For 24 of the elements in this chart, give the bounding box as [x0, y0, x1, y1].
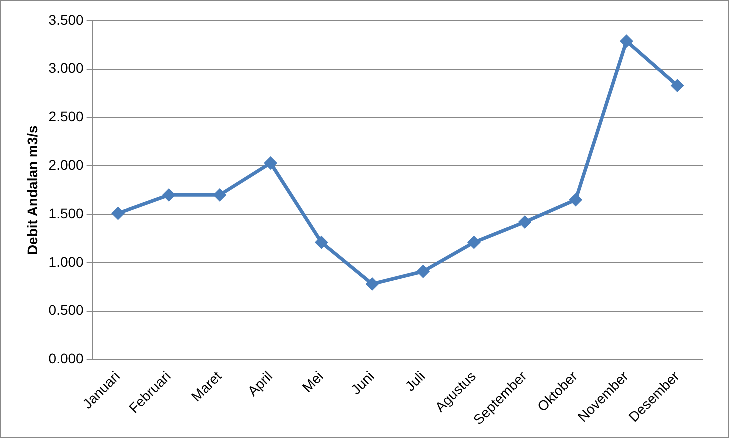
- point: [264, 156, 278, 170]
- y-tick-label: 2.000: [48, 157, 84, 174]
- y-tick-label: 0.500: [48, 302, 84, 318]
- point: [416, 265, 430, 278]
- point: [468, 236, 481, 250]
- y-tick-label: 1.000: [48, 254, 84, 270]
- point: [518, 216, 532, 229]
- x-tick-label: Juli: [402, 368, 428, 394]
- point: [366, 278, 379, 291]
- y-tick-label: 1.500: [48, 205, 84, 222]
- point: [112, 207, 125, 220]
- x-tick-label: Mei: [299, 368, 326, 396]
- y-tick-label: 0.000: [48, 350, 84, 367]
- point: [569, 194, 582, 207]
- y-tick-label: 2.500: [48, 108, 84, 125]
- y-axis-title: Debit Andalan m3/s: [24, 125, 40, 256]
- x-tick-label: Juni: [348, 368, 378, 398]
- point: [213, 188, 226, 202]
- point: [315, 236, 328, 250]
- point: [620, 34, 634, 48]
- y-tick-label: 3.500: [48, 12, 84, 28]
- y-tick-label: 3.000: [48, 60, 84, 76]
- point: [671, 79, 684, 92]
- point: [162, 188, 176, 202]
